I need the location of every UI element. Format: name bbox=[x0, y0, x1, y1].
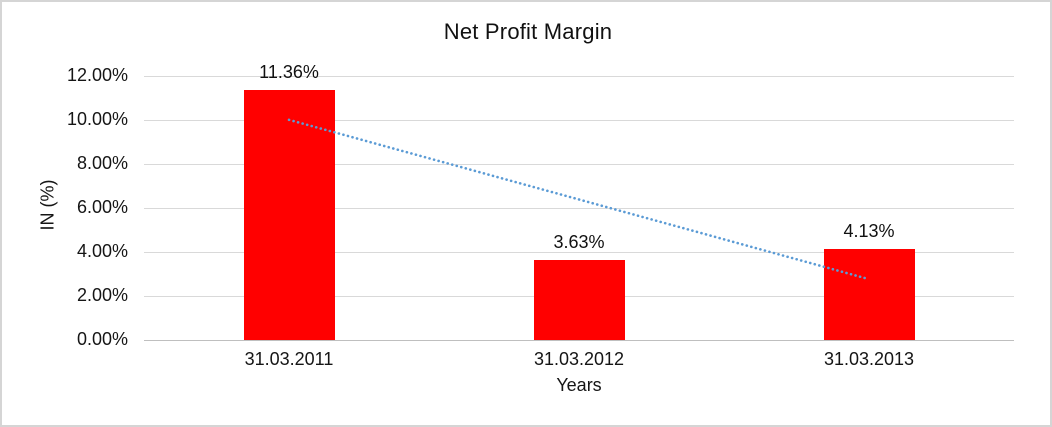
bar-value-label: 4.13% bbox=[843, 220, 895, 241]
gridline-12 bbox=[144, 75, 1014, 77]
bar-31.03.2013 bbox=[823, 248, 915, 340]
y-tick-label: 10.00% bbox=[66, 108, 128, 129]
bar-31.03.2012 bbox=[533, 259, 625, 340]
trendline-path bbox=[287, 118, 871, 281]
x-tick-label: 31.03.2012 bbox=[533, 349, 625, 369]
y-tick-label: 2.00% bbox=[76, 284, 128, 305]
y-tick-label: 12.00% bbox=[66, 64, 128, 85]
y-tick-label: 4.00% bbox=[76, 240, 128, 261]
x-axis-title: Years bbox=[2, 375, 1050, 396]
bar-31.03.2011 bbox=[243, 89, 335, 340]
x-axis-title-text: Years bbox=[556, 375, 602, 395]
y-tick-label: 8.00% bbox=[76, 152, 128, 173]
x-tick-label: 31.03.2013 bbox=[823, 349, 915, 369]
x-axis-line bbox=[144, 340, 1014, 341]
bar-value-label: 11.36% bbox=[259, 61, 319, 82]
x-tick-label: 31.03.2011 bbox=[244, 349, 334, 369]
y-tick-label: 0.00% bbox=[76, 329, 128, 349]
y-tick-label: 6.00% bbox=[76, 196, 128, 217]
chart-title: Net Profit Margin bbox=[443, 19, 613, 44]
bar-value-label: 3.63% bbox=[553, 231, 605, 252]
